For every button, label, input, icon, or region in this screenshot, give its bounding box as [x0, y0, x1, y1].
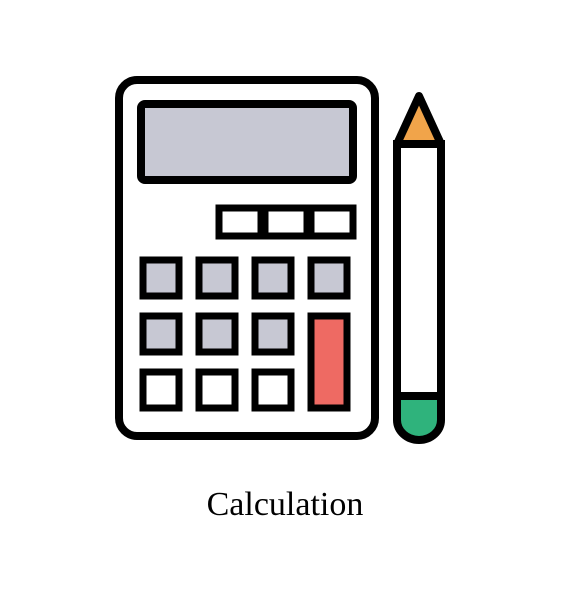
icon-card: Calculation	[0, 0, 570, 600]
pencil-tip	[397, 96, 441, 144]
calculation-icon	[115, 76, 455, 456]
number-key	[255, 260, 291, 296]
pencil-body	[397, 144, 441, 396]
number-key	[199, 316, 235, 352]
number-key	[143, 316, 179, 352]
icon-label: Calculation	[207, 486, 364, 524]
number-key	[143, 260, 179, 296]
number-key	[255, 316, 291, 352]
calculator-display	[141, 104, 353, 180]
memory-key	[311, 208, 353, 236]
memory-keys	[219, 208, 353, 236]
memory-key	[265, 208, 307, 236]
calculation-svg	[115, 76, 455, 456]
blank-key	[255, 372, 291, 408]
pencil-icon	[397, 96, 441, 440]
pencil-cap	[397, 396, 441, 440]
number-key	[311, 260, 347, 296]
blank-key	[143, 372, 179, 408]
blank-key	[199, 372, 235, 408]
memory-key	[219, 208, 261, 236]
number-key	[199, 260, 235, 296]
accent-key	[311, 316, 347, 408]
